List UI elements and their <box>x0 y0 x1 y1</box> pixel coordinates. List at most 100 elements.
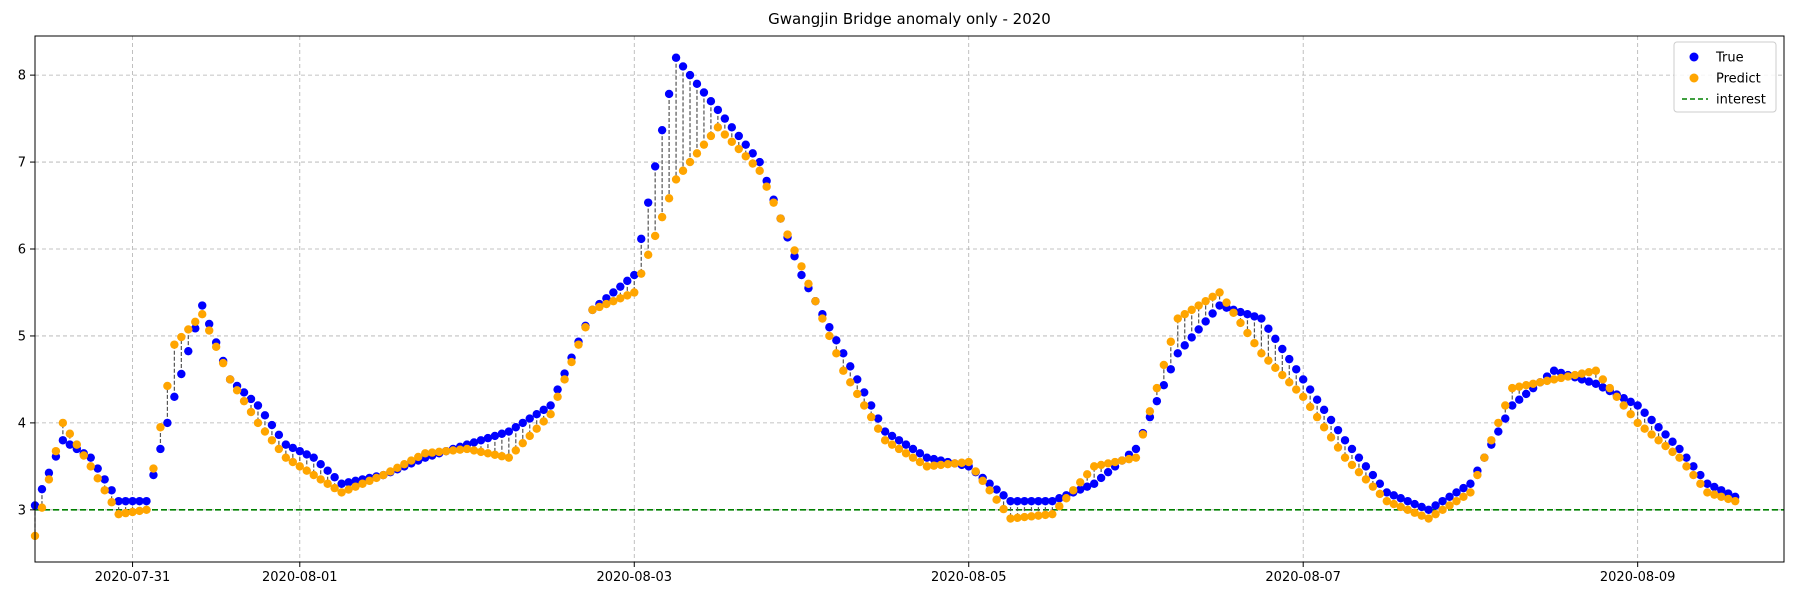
true-point <box>37 484 47 494</box>
predict-point <box>504 453 514 462</box>
true-point <box>1243 310 1252 319</box>
true-point <box>853 375 862 384</box>
predict-point <box>1682 462 1691 471</box>
true-point <box>1041 496 1050 506</box>
predict-point <box>302 466 311 475</box>
true-point <box>511 423 521 432</box>
predict-point <box>706 131 716 141</box>
predict-point <box>462 444 472 454</box>
predict-point <box>246 407 256 417</box>
predict-point <box>225 375 235 384</box>
predict-point <box>1731 496 1740 506</box>
predict-point <box>511 446 521 455</box>
true-point <box>1020 496 1029 506</box>
predict-point <box>295 462 304 471</box>
predict-point <box>1459 492 1468 501</box>
predict-point <box>1675 453 1684 462</box>
predict-point <box>337 488 346 497</box>
predict-point <box>421 449 430 458</box>
predict-point <box>476 447 486 457</box>
true-point <box>1389 491 1398 500</box>
true-point <box>156 444 165 454</box>
true-point <box>1194 325 1203 334</box>
true-point <box>546 401 555 410</box>
predict-point <box>65 429 75 438</box>
predict-point <box>1103 459 1113 468</box>
true-point <box>532 409 541 419</box>
predict-point <box>678 166 688 175</box>
predict-point <box>1117 456 1127 465</box>
predict-point <box>1187 305 1196 315</box>
true-point <box>1633 401 1642 410</box>
predict-point <box>1396 502 1405 512</box>
true-point <box>316 459 325 469</box>
predict-point <box>908 453 918 462</box>
true-point <box>1591 379 1601 388</box>
predict-point <box>832 349 841 358</box>
true-point <box>58 436 68 445</box>
true-point <box>1187 333 1196 342</box>
predict-point <box>1508 383 1517 393</box>
true-point <box>469 438 479 447</box>
predict-point <box>100 486 109 495</box>
predict-point <box>602 299 611 309</box>
predict-point <box>1661 441 1670 451</box>
predict-point <box>762 182 771 191</box>
predict-point <box>1696 479 1705 488</box>
legend-box <box>1673 41 1777 113</box>
true-point <box>1431 501 1440 510</box>
true-point <box>149 470 158 480</box>
predict-point <box>253 418 263 428</box>
predict-point <box>386 467 395 476</box>
predict-point <box>581 323 590 332</box>
predict-point <box>1368 482 1378 491</box>
true-point <box>1096 473 1106 483</box>
predict-point <box>1215 288 1224 297</box>
predict-point <box>79 451 88 460</box>
predict-point <box>365 476 374 486</box>
true-point <box>344 478 353 487</box>
predict-point <box>685 157 695 167</box>
predict-point <box>1292 385 1301 394</box>
true-point <box>1521 389 1531 399</box>
predict-series <box>30 123 1740 541</box>
predict-point <box>539 417 548 426</box>
predict-point <box>149 464 158 473</box>
predict-point <box>1710 490 1719 499</box>
predict-point <box>1577 369 1587 378</box>
predict-point <box>86 462 95 471</box>
predict-point <box>1236 318 1245 328</box>
predict-point <box>734 144 743 154</box>
true-point <box>1515 395 1524 404</box>
predict-point <box>664 194 674 203</box>
predict-point <box>630 288 639 297</box>
predict-point <box>671 175 681 184</box>
legend: True Predict interest <box>1673 41 1777 113</box>
y-tick-label: 6 <box>18 243 26 258</box>
predict-point <box>1438 505 1447 515</box>
true-point <box>1452 488 1461 497</box>
true-point <box>1717 486 1726 495</box>
predict-point <box>957 458 966 467</box>
predict-point <box>372 473 381 483</box>
true-point <box>1647 415 1656 425</box>
true-point <box>846 362 855 371</box>
true-point <box>1494 427 1503 436</box>
predict-point <box>1347 460 1357 470</box>
predict-point <box>497 452 507 461</box>
predict-point <box>546 409 555 419</box>
predict-point <box>114 509 123 519</box>
predict-point <box>839 366 848 375</box>
predict-point <box>776 214 785 223</box>
true-point <box>1626 397 1635 407</box>
predict-point <box>330 483 339 493</box>
predict-point <box>1598 375 1608 384</box>
true-point <box>1668 437 1677 446</box>
predict-point <box>448 446 458 455</box>
predict-point <box>1528 379 1538 388</box>
true-point <box>177 369 186 379</box>
true-point <box>1215 301 1224 310</box>
true-point <box>1549 366 1559 375</box>
predict-point <box>1480 453 1489 462</box>
predict-point <box>1264 356 1273 365</box>
